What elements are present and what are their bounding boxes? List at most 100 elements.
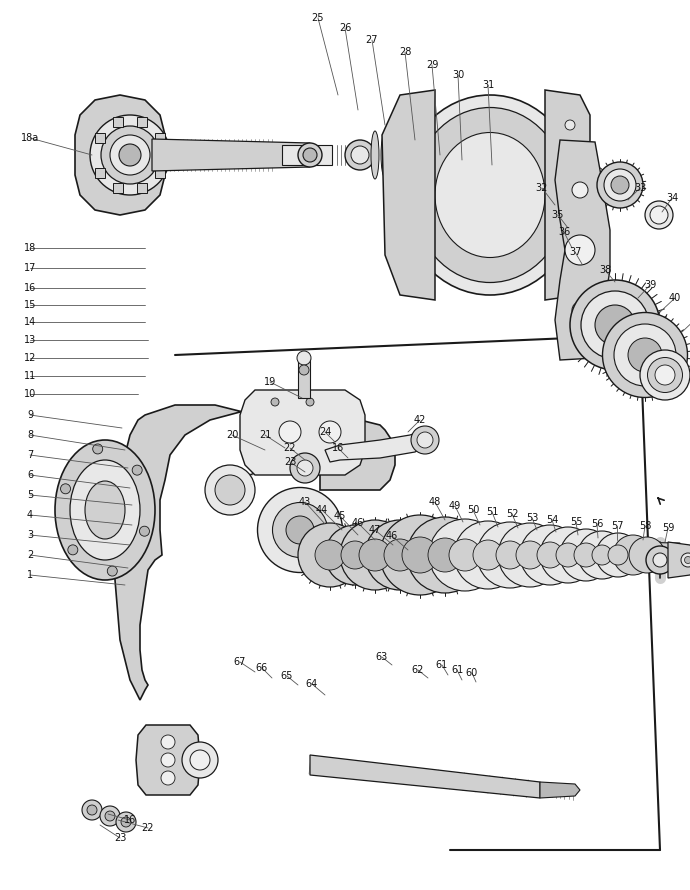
Text: 16: 16 bbox=[24, 283, 36, 293]
Text: 67: 67 bbox=[234, 657, 246, 667]
Text: 45: 45 bbox=[334, 511, 346, 521]
Polygon shape bbox=[668, 542, 690, 578]
Text: 16: 16 bbox=[124, 815, 136, 825]
Text: 60: 60 bbox=[466, 668, 478, 678]
Text: 13: 13 bbox=[24, 335, 36, 345]
Text: 22: 22 bbox=[284, 443, 296, 453]
Text: 3: 3 bbox=[27, 530, 33, 540]
Circle shape bbox=[139, 526, 150, 536]
Ellipse shape bbox=[613, 535, 653, 575]
Text: 23: 23 bbox=[114, 833, 126, 843]
Circle shape bbox=[161, 753, 175, 767]
Circle shape bbox=[417, 432, 433, 448]
Circle shape bbox=[565, 260, 575, 270]
Circle shape bbox=[299, 365, 309, 375]
Circle shape bbox=[161, 771, 175, 785]
Ellipse shape bbox=[345, 140, 375, 170]
Ellipse shape bbox=[365, 520, 435, 590]
Text: 31: 31 bbox=[482, 80, 494, 90]
Ellipse shape bbox=[520, 525, 580, 585]
Text: 48: 48 bbox=[429, 497, 441, 507]
Ellipse shape bbox=[413, 108, 567, 282]
Ellipse shape bbox=[90, 115, 170, 195]
Ellipse shape bbox=[257, 488, 342, 572]
Ellipse shape bbox=[595, 305, 635, 345]
Ellipse shape bbox=[119, 144, 141, 166]
Ellipse shape bbox=[574, 543, 598, 567]
Ellipse shape bbox=[565, 235, 595, 265]
Text: 33: 33 bbox=[634, 183, 646, 193]
Text: 8: 8 bbox=[27, 430, 33, 440]
Ellipse shape bbox=[381, 133, 389, 177]
Ellipse shape bbox=[400, 95, 580, 295]
Text: 64: 64 bbox=[306, 679, 318, 689]
Ellipse shape bbox=[351, 146, 369, 164]
Ellipse shape bbox=[628, 338, 662, 372]
Ellipse shape bbox=[205, 465, 255, 515]
Ellipse shape bbox=[572, 302, 588, 318]
Circle shape bbox=[121, 817, 131, 827]
Text: 50: 50 bbox=[467, 505, 479, 515]
Ellipse shape bbox=[454, 521, 522, 589]
Ellipse shape bbox=[85, 481, 125, 539]
Circle shape bbox=[107, 566, 117, 576]
Ellipse shape bbox=[596, 533, 640, 577]
Text: 20: 20 bbox=[226, 430, 238, 440]
Text: 36: 36 bbox=[558, 227, 570, 237]
Text: 21: 21 bbox=[259, 430, 271, 440]
Ellipse shape bbox=[592, 545, 612, 565]
Ellipse shape bbox=[407, 517, 483, 593]
Text: 26: 26 bbox=[339, 23, 351, 33]
Text: 43: 43 bbox=[299, 497, 311, 507]
Text: 39: 39 bbox=[644, 280, 656, 290]
Ellipse shape bbox=[650, 206, 668, 224]
Text: 28: 28 bbox=[399, 47, 411, 57]
Text: 35: 35 bbox=[552, 210, 564, 220]
Text: 65: 65 bbox=[281, 671, 293, 681]
Text: 18a: 18a bbox=[21, 133, 39, 143]
Text: 40: 40 bbox=[669, 293, 681, 303]
Circle shape bbox=[82, 800, 102, 820]
Polygon shape bbox=[240, 390, 365, 475]
Ellipse shape bbox=[604, 169, 636, 201]
Ellipse shape bbox=[391, 134, 399, 176]
Polygon shape bbox=[310, 755, 540, 798]
Text: 66: 66 bbox=[256, 663, 268, 673]
Polygon shape bbox=[95, 167, 105, 177]
Ellipse shape bbox=[581, 291, 649, 359]
Circle shape bbox=[271, 398, 279, 406]
Ellipse shape bbox=[498, 523, 562, 587]
Circle shape bbox=[297, 460, 313, 476]
Text: 6: 6 bbox=[27, 470, 33, 480]
Text: 19: 19 bbox=[264, 377, 276, 387]
Ellipse shape bbox=[572, 182, 588, 198]
Circle shape bbox=[105, 811, 115, 821]
Text: 15: 15 bbox=[24, 300, 36, 310]
Polygon shape bbox=[540, 782, 580, 798]
Ellipse shape bbox=[477, 522, 543, 588]
Ellipse shape bbox=[560, 529, 612, 581]
Ellipse shape bbox=[215, 475, 245, 505]
Circle shape bbox=[290, 453, 320, 483]
Circle shape bbox=[92, 444, 103, 454]
Polygon shape bbox=[75, 95, 165, 215]
Text: 44: 44 bbox=[316, 505, 328, 515]
Ellipse shape bbox=[325, 525, 385, 585]
Ellipse shape bbox=[629, 537, 665, 573]
Text: 27: 27 bbox=[366, 35, 378, 45]
Circle shape bbox=[306, 398, 314, 406]
Circle shape bbox=[132, 465, 142, 475]
Bar bbox=[298, 358, 310, 398]
Text: 1: 1 bbox=[27, 570, 33, 580]
Circle shape bbox=[565, 155, 575, 165]
Ellipse shape bbox=[402, 537, 438, 573]
Circle shape bbox=[565, 120, 575, 130]
Circle shape bbox=[116, 812, 136, 832]
Ellipse shape bbox=[101, 126, 159, 184]
Ellipse shape bbox=[404, 135, 412, 174]
Ellipse shape bbox=[298, 143, 322, 167]
Text: 55: 55 bbox=[570, 517, 582, 527]
Ellipse shape bbox=[570, 280, 660, 370]
Text: 54: 54 bbox=[546, 515, 558, 525]
Circle shape bbox=[87, 805, 97, 815]
